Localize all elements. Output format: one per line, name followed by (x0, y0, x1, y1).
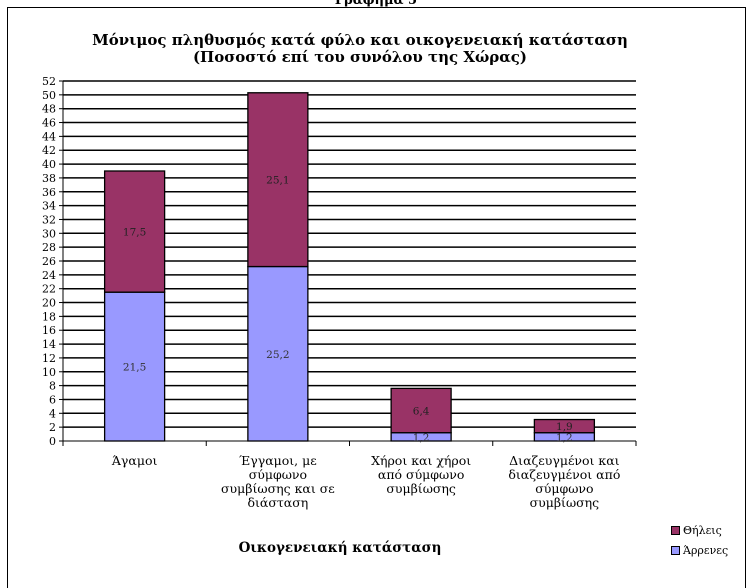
y-tick-label: 6 (49, 393, 56, 406)
bar-male-2 (247, 265, 309, 442)
legend-swatch-male (671, 545, 680, 555)
y-tick-label: 26 (42, 255, 56, 268)
y-tick-label: 36 (42, 186, 56, 199)
x-category-label: σύμφωνο (249, 467, 307, 482)
y-tick-label: 34 (42, 200, 56, 213)
chart-frame (7, 7, 746, 588)
x-axis-title: Οικογενειακή κατάσταση (238, 540, 442, 556)
chart-subtitle: (Ποσοστό επί του συνόλου της Χώρας) (192, 48, 528, 66)
x-category-label: συμβίωσης (530, 495, 600, 510)
x-category-label: Χήροι και χήροι (371, 453, 471, 468)
x-category-label: σύμφωνο (535, 481, 593, 496)
y-tick-label: 52 (42, 75, 56, 88)
page-heading: Γράφημα 5 (334, 0, 418, 8)
y-tick-label: 12 (42, 352, 56, 365)
y-tick-label: 24 (42, 269, 56, 282)
x-category-label: Έγγαμοι, με (239, 453, 317, 468)
y-tick-label: 38 (42, 172, 56, 185)
y-tick-label: 20 (42, 297, 56, 310)
data-label-male-2: 25,2 (266, 349, 289, 361)
x-category-label: διάσταση (247, 495, 308, 510)
y-tick-label: 4 (49, 407, 56, 420)
legend-item-male: Άρρενες (671, 540, 728, 560)
x-category-label: από σύμφωνο (378, 467, 464, 482)
y-tick-label: 8 (49, 380, 56, 393)
chart-title: Μόνιμος πληθυσμός κατά φύλο και οικογενε… (92, 31, 628, 49)
bar-female-1 (103, 170, 166, 293)
data-label-female-3: 6,4 (413, 406, 430, 418)
y-tick-label: 22 (42, 283, 56, 296)
y-tick-label: 44 (42, 130, 56, 143)
y-tick-label: 0 (49, 435, 56, 448)
y-tick-label: 14 (42, 338, 56, 351)
bar-female-2 (247, 92, 309, 268)
data-label-female-2: 25,1 (266, 175, 289, 187)
y-tick-label: 42 (42, 144, 56, 157)
y-tick-label: 46 (42, 117, 56, 130)
legend-label-female: Θήλεις (683, 523, 722, 537)
y-tick-label: 40 (42, 158, 56, 171)
data-label-male-1: 21,5 (123, 362, 146, 374)
bar-female-4 (533, 418, 596, 434)
y-tick-label: 28 (42, 241, 56, 254)
data-label-male-3: 1,2 (413, 432, 430, 444)
y-tick-label: 2 (49, 421, 56, 434)
bar-male-1 (103, 291, 166, 442)
x-category-label: συμβίωσης και σε (221, 481, 335, 496)
x-category-label: διαζευγμένοι από (508, 467, 620, 482)
bar-chart: 0246810121416182022242628303234363840424… (42, 75, 637, 510)
y-tick-label: 10 (42, 366, 56, 379)
y-tick-label: 16 (42, 324, 56, 337)
x-category-label: Διαζευγμένοι και (509, 453, 620, 468)
y-tick-label: 30 (42, 227, 56, 240)
legend-item-female: Θήλεις (671, 520, 728, 540)
x-category-label: Άγαμοι (111, 453, 158, 468)
y-tick-label: 32 (42, 213, 56, 226)
legend: Θήλεις Άρρενες (671, 520, 728, 560)
y-tick-label: 18 (42, 310, 56, 323)
bar-female-3 (390, 387, 452, 434)
data-label-female-4: 1,9 (556, 421, 573, 433)
data-label-female-1: 17,5 (123, 227, 146, 239)
x-category-label: συμβίωσης (386, 481, 456, 496)
y-tick-label: 48 (42, 103, 56, 116)
data-label-male-4: 1,2 (556, 432, 573, 444)
legend-label-male: Άρρενες (683, 543, 729, 557)
y-tick-label: 50 (42, 89, 56, 102)
legend-swatch-female (671, 525, 680, 535)
